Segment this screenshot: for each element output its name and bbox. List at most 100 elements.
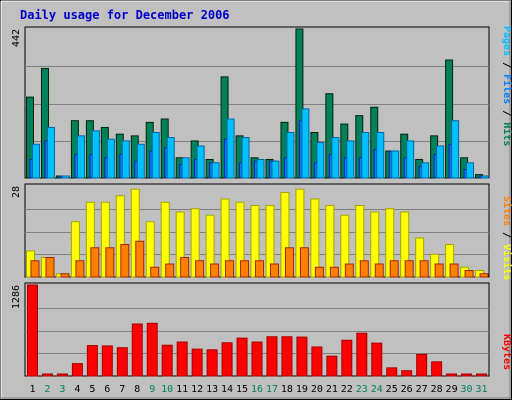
bar-sites: [150, 266, 160, 278]
day-label: 19: [296, 384, 308, 395]
bar-pages: [421, 162, 430, 179]
bar-kbytes: [206, 349, 218, 377]
bar-sites: [165, 263, 175, 278]
bar-pages: [271, 160, 280, 179]
bar-sites: [359, 260, 369, 278]
day-label: 13: [206, 384, 218, 395]
bar-kbytes: [146, 322, 158, 377]
day-label: 1: [29, 384, 35, 395]
day-label: 3: [59, 384, 65, 395]
bar-pages: [32, 143, 40, 179]
bar-pages: [301, 108, 310, 179]
bar-kbytes: [401, 370, 413, 377]
bar-pages: [46, 126, 55, 179]
bar-kbytes: [416, 353, 428, 377]
legend-sites: Sites: [501, 196, 512, 226]
day-label: 24: [371, 384, 383, 395]
day-label: 10: [161, 384, 173, 395]
bar-sites: [75, 260, 85, 278]
bar-kbytes: [266, 336, 278, 377]
bar-sites: [30, 260, 40, 278]
bar-pages: [481, 175, 490, 179]
bar-pages: [61, 175, 70, 179]
y-max-label: 442: [11, 29, 22, 47]
bar-pages: [136, 143, 145, 179]
day-label: 27: [416, 384, 428, 395]
panel-visits-sites: 28: [11, 183, 490, 278]
day-label: 14: [221, 384, 233, 395]
bar-kbytes: [71, 363, 83, 377]
legend-middle: Sites / Visits: [501, 196, 512, 280]
bar-kbytes: [101, 345, 113, 377]
bar-pages: [181, 157, 190, 179]
bar-kbytes: [41, 373, 53, 377]
bar-kbytes: [356, 332, 368, 377]
bar-sites: [45, 257, 55, 278]
bar-sites: [404, 260, 414, 278]
bar-pages: [151, 131, 160, 179]
bar-sites: [449, 263, 459, 278]
bar-pages: [406, 140, 415, 179]
day-label: 17: [266, 384, 278, 395]
day-label: 26: [401, 384, 413, 395]
bar-pages: [166, 137, 175, 179]
bar-kbytes: [251, 341, 263, 377]
y-max-label: 28: [11, 186, 22, 198]
bar-pages: [106, 138, 115, 179]
day-label: 18: [281, 384, 293, 395]
bar-kbytes: [56, 373, 68, 377]
legend-sep-1: /: [501, 56, 512, 74]
bar-sites: [464, 270, 474, 278]
bar-sites: [120, 244, 130, 278]
bar-kbytes: [236, 337, 248, 377]
day-label: 12: [191, 384, 203, 395]
bar-sites: [210, 263, 220, 278]
bar-kbytes: [176, 341, 188, 377]
bar-sites: [255, 260, 265, 278]
day-label: 8: [134, 384, 140, 395]
bar-kbytes: [131, 323, 143, 377]
bar-sites: [434, 263, 444, 278]
day-label: 9: [149, 384, 155, 395]
bar-kbytes: [191, 348, 203, 377]
day-label: 29: [446, 384, 458, 395]
bar-kbytes: [446, 373, 458, 377]
day-label: 30: [461, 384, 473, 395]
bar-pages: [196, 145, 205, 179]
day-label: 11: [176, 384, 188, 395]
bar-kbytes: [296, 336, 308, 377]
bar-kbytes: [27, 284, 38, 377]
bar-pages: [226, 118, 235, 179]
bar-sites: [284, 247, 294, 278]
bar-sites: [374, 263, 384, 278]
bar-sites: [269, 263, 279, 278]
chart-title: Daily usage for December 2006: [20, 8, 230, 22]
bar-sites: [344, 263, 354, 278]
bar-kbytes: [371, 342, 383, 377]
bar-sites: [105, 247, 115, 278]
bar-kbytes: [161, 344, 173, 377]
bar-pages: [346, 140, 355, 179]
bar-kbytes: [326, 355, 338, 377]
day-label: 7: [119, 384, 125, 395]
day-label: 5: [89, 384, 95, 395]
bar-sites: [419, 260, 429, 278]
chart-panels: 442 28 1286: [11, 26, 490, 377]
day-label: 4: [74, 384, 80, 395]
y-max-label: 1286: [11, 285, 22, 309]
bar-kbytes: [311, 346, 323, 377]
bar-pages: [331, 137, 340, 179]
bar-kbytes: [86, 345, 98, 377]
bar-pages: [121, 140, 130, 179]
bar-kbytes: [341, 339, 353, 377]
bar-pages: [376, 131, 385, 179]
bar-sites: [314, 266, 324, 278]
day-label: 31: [475, 384, 487, 395]
bar-sites: [60, 273, 70, 278]
legend-top: Pages / Files / Hits: [501, 26, 512, 146]
day-label: 16: [251, 384, 263, 395]
bar-pages: [466, 162, 475, 179]
bar-kbytes: [476, 373, 488, 377]
bar-pages: [91, 130, 100, 179]
